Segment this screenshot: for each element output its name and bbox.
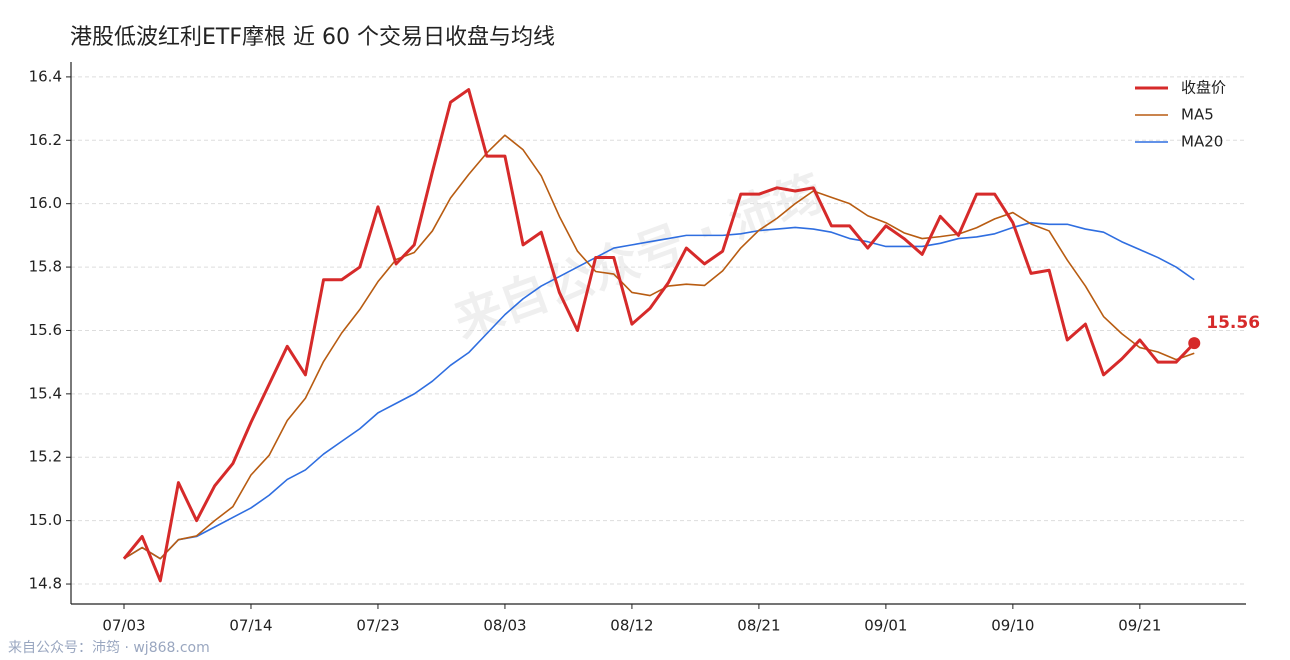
chart-title: 港股低波红利ETF摩根 近 60 个交易日收盘与均线 — [70, 25, 555, 50]
last-point — [1188, 337, 1201, 350]
x-tick-label: 08/12 — [610, 617, 653, 635]
y-tick-label: 15.8 — [29, 258, 62, 276]
x-tick-label: 08/21 — [737, 617, 780, 635]
y-tick-label: 15.6 — [29, 321, 62, 339]
y-tick-label: 16.2 — [29, 131, 62, 149]
x-tick-label: 07/23 — [356, 617, 399, 635]
y-tick-label: 15.2 — [29, 448, 62, 466]
x-tick-label: 09/01 — [864, 617, 907, 635]
series-line — [123, 221, 1195, 560]
y-tick-label: 15.4 — [29, 384, 62, 402]
y-tick-label: 16.4 — [29, 67, 62, 85]
series-line — [122, 88, 1196, 583]
legend-label: MA20 — [1181, 133, 1223, 151]
watermark: 来自公众号 · 沛筠 — [447, 165, 830, 350]
x-tick-label: 09/21 — [1118, 617, 1161, 635]
footer: 来自公众号：沛筠 · wj868.com — [8, 639, 210, 656]
legend-label: 收盘价 — [1181, 79, 1226, 97]
x-tick-label: 07/14 — [229, 617, 272, 635]
x-tick-label: 09/10 — [991, 617, 1034, 635]
x-tick-label: 07/03 — [102, 617, 145, 635]
y-tick-label: 15.0 — [29, 511, 62, 529]
last-value-label: 15.56 — [1206, 313, 1260, 333]
series-line — [123, 134, 1195, 560]
y-tick-label: 16.0 — [29, 194, 62, 212]
legend-label: MA5 — [1181, 106, 1214, 124]
y-tick-label: 14.8 — [29, 575, 62, 593]
x-tick-label: 08/03 — [483, 617, 526, 635]
